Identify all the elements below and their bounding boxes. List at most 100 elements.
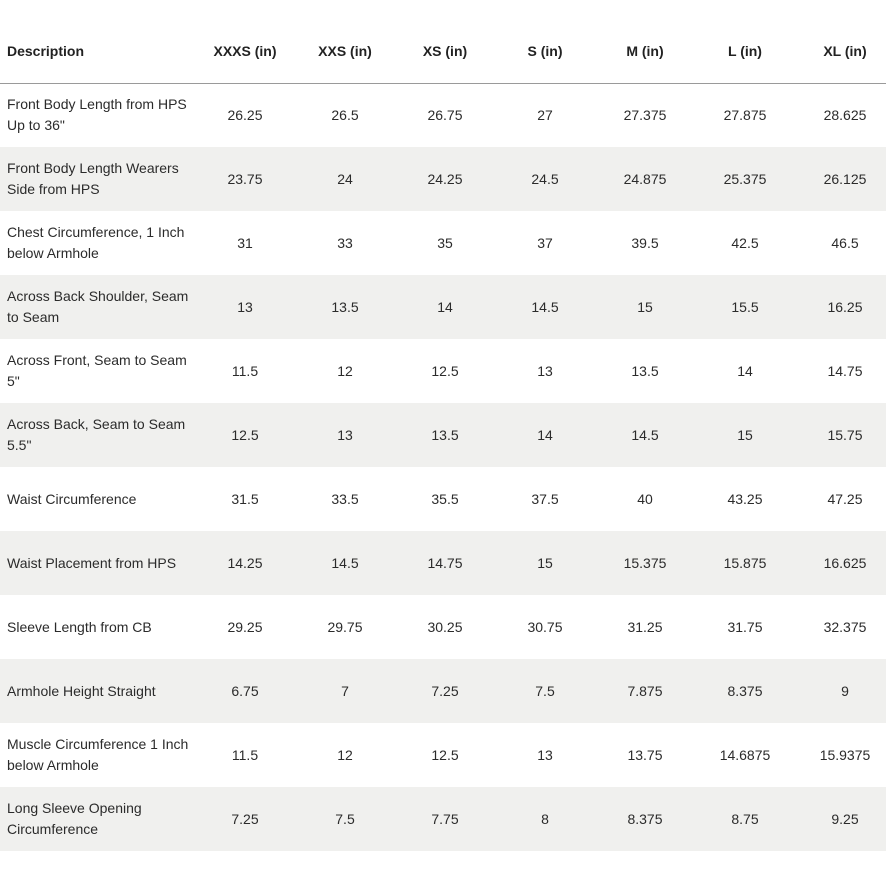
row-description: Waist Circumference: [7, 490, 137, 507]
measurement-cell: 39.5: [631, 235, 659, 251]
measurement-cell: 15.5: [731, 299, 759, 315]
table-row: Armhole Height Straight 6.75 7 7.25 7.5 7.875…: [0, 659, 886, 723]
measurement-cell: 27.375: [623, 107, 667, 124]
measurement-cell: 32.375: [823, 619, 867, 635]
measurement-cell: 46.5: [831, 235, 859, 251]
row-description: Front Body Length from HPS Up to 36": [7, 96, 187, 134]
measurement-cell: 24.875: [623, 171, 667, 187]
column-header-size: XXXS (in): [195, 19, 295, 84]
row-description: Across Back, Seam to Seam 5.5": [7, 416, 186, 453]
measurement-cell: 14.75: [827, 363, 863, 379]
row-description: Across Back Shoulder, Seam to Seam: [7, 288, 189, 325]
measurement-cell: 15: [637, 299, 653, 315]
measurement-cell: 8: [541, 811, 549, 827]
measurement-cell: 13.5: [631, 363, 659, 379]
measurement-cell: 47.25: [827, 491, 863, 507]
measurement-cell: 42.5: [731, 235, 759, 251]
row-description: Muscle Circumference 1 Inch below Armhol…: [7, 736, 189, 773]
table-body: Front Body Length from HPS Up to 36" 26.2…: [0, 83, 886, 851]
column-header-size: XXS (in): [295, 19, 395, 84]
measurement-cell: 13: [537, 747, 553, 763]
measurement-cell: 27.875: [723, 107, 767, 124]
table-row: Long Sleeve Opening Circumference 7.25 7.5…: [0, 787, 886, 851]
measurement-cell: 13: [337, 427, 353, 443]
measurement-cell: 26.5: [331, 107, 359, 124]
row-description: Waist Placement from HPS: [7, 554, 177, 571]
measurement-cell: 40: [637, 491, 653, 507]
table-row: Waist Circumference 31.5 33.5 35.5 37.5 40 43.…: [0, 467, 886, 531]
measurement-cell: 16.25: [827, 299, 863, 315]
table-row: Front Body Length Wearers Side from HPS 2…: [0, 147, 886, 211]
measurement-cell: 9.25: [831, 811, 859, 827]
measurement-cell: 13: [537, 363, 553, 379]
measurement-cell: 7.875: [627, 683, 663, 699]
measurement-cell: 8.75: [731, 811, 759, 827]
measurement-cell: 37.5: [531, 491, 559, 507]
table-row: Sleeve Length from CB 29.25 29.75 30.25 30.7…: [0, 595, 886, 659]
column-header-size: S (in): [495, 19, 595, 84]
measurement-cell: 29.75: [327, 619, 363, 635]
measurement-cell: 9: [841, 683, 849, 699]
measurement-cell: 14.75: [427, 555, 463, 571]
measurement-cell: 15.9375: [819, 747, 871, 763]
measurement-cell: 33.5: [331, 491, 359, 507]
measurement-cell: 29.25: [227, 619, 263, 635]
measurement-cell: 7.75: [431, 811, 459, 827]
measurement-cell: 31.5: [231, 491, 259, 507]
measurement-cell: 33: [337, 235, 353, 251]
table-row: Muscle Circumference 1 Inch below Armhol…: [0, 723, 886, 787]
size-chart-table: Description XXXS (in) XXS (in) XS (in) S (in…: [0, 19, 886, 851]
row-description: Front Body Length Wearers Side from HPS: [7, 160, 179, 197]
measurement-cell: 28.625: [823, 107, 867, 124]
measurement-cell: 31.75: [727, 619, 763, 635]
measurement-cell: 12.5: [231, 427, 259, 443]
measurement-cell: 7.25: [231, 811, 259, 827]
measurement-cell: 26.75: [427, 107, 463, 124]
measurement-cell: 31.25: [627, 619, 663, 635]
measurement-cell: 37: [537, 235, 553, 251]
measurement-cell: 15: [537, 555, 553, 571]
table-row: Across Back Shoulder, Seam to Seam 13 13.5…: [0, 275, 886, 339]
measurement-cell: 14.5: [331, 555, 359, 571]
table-row: Across Back, Seam to Seam 5.5" 12.5 13 13.5…: [0, 403, 886, 467]
measurement-cell: 26.125: [823, 171, 867, 187]
measurement-cell: 25.375: [723, 171, 767, 187]
column-header-description: Description: [0, 19, 195, 84]
measurement-cell: 12.5: [431, 747, 459, 763]
measurement-cell: 14.25: [227, 555, 263, 571]
measurement-cell: 13.75: [627, 747, 663, 763]
row-description: Across Front, Seam to Seam 5": [7, 352, 187, 389]
measurement-cell: 7.5: [335, 811, 355, 827]
measurement-cell: 14: [437, 299, 453, 315]
measurement-cell: 15.75: [827, 427, 863, 443]
measurement-cell: 8.375: [627, 811, 663, 827]
measurement-cell: 14.5: [531, 299, 559, 315]
measurement-cell: 24: [337, 171, 353, 187]
measurement-cell: 43.25: [727, 491, 763, 507]
measurement-cell: 7.25: [431, 683, 459, 699]
measurement-cell: 15.875: [723, 555, 767, 571]
header-row: Description XXXS (in) XXS (in) XS (in) S (in…: [0, 19, 886, 84]
measurement-cell: 12: [337, 363, 353, 379]
table-row: Waist Placement from HPS 14.25 14.5 14.75 15…: [0, 531, 886, 595]
measurement-cell: 14.6875: [719, 747, 771, 763]
row-description: Long Sleeve Opening Circumference: [7, 800, 142, 837]
measurement-cell: 6.75: [231, 683, 259, 699]
measurement-cell: 30.75: [527, 619, 563, 635]
measurement-cell: 11.5: [231, 747, 259, 763]
measurement-cell: 7: [341, 683, 349, 699]
measurement-cell: 16.625: [823, 555, 867, 571]
measurement-cell: 13.5: [331, 299, 359, 315]
measurement-cell: 30.25: [427, 619, 463, 635]
measurement-cell: 23.75: [227, 171, 263, 187]
column-header-size: XS (in): [395, 19, 495, 84]
measurement-cell: 24.25: [427, 171, 463, 187]
measurement-cell: 24.5: [531, 171, 559, 187]
table-row: Across Front, Seam to Seam 5" 11.5 12 12.5 1…: [0, 339, 886, 403]
measurement-cell: 26.25: [227, 107, 263, 124]
measurement-cell: 7.5: [535, 683, 555, 699]
measurement-cell: 8.375: [727, 683, 763, 699]
table-row: Chest Circumference, 1 Inch below Armhol…: [0, 211, 886, 275]
column-header-size: XL (in): [795, 19, 886, 84]
measurement-cell: 14.5: [631, 427, 659, 443]
